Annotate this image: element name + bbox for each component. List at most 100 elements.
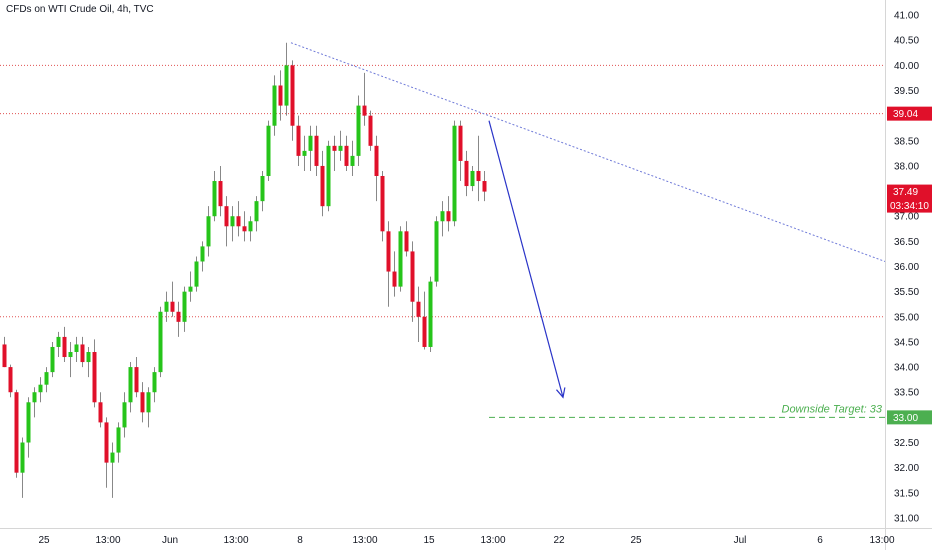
candle[interactable] <box>116 422 121 463</box>
candle-body <box>32 392 37 403</box>
candle[interactable] <box>278 70 283 121</box>
candle[interactable] <box>32 387 37 418</box>
candle[interactable] <box>20 437 25 498</box>
candle[interactable] <box>152 367 157 403</box>
candle[interactable] <box>194 256 199 292</box>
candle[interactable] <box>56 331 61 358</box>
candle[interactable] <box>482 170 487 202</box>
candle[interactable] <box>476 135 481 202</box>
target-price-tag <box>887 410 932 425</box>
x-tick-label: 13:00 <box>95 535 120 546</box>
candle-body <box>440 211 445 222</box>
candle[interactable] <box>110 442 115 498</box>
candle[interactable] <box>326 140 331 212</box>
candle[interactable] <box>260 170 265 212</box>
candle[interactable] <box>218 165 223 217</box>
candle[interactable] <box>8 364 13 398</box>
candle[interactable] <box>248 216 253 242</box>
candle[interactable] <box>350 140 355 176</box>
candle[interactable] <box>428 276 433 352</box>
candle[interactable] <box>68 341 73 378</box>
candle[interactable] <box>272 75 277 136</box>
candle[interactable] <box>14 389 19 478</box>
candle[interactable] <box>170 281 175 317</box>
candle-body <box>482 181 487 192</box>
candle[interactable] <box>332 135 337 171</box>
candle[interactable] <box>38 377 43 403</box>
candle[interactable] <box>242 211 247 242</box>
projection-arrow[interactable] <box>488 120 564 398</box>
candle[interactable] <box>44 367 49 393</box>
candle-body <box>152 372 157 393</box>
resistance-trendline[interactable] <box>290 42 886 262</box>
candle[interactable] <box>254 196 259 232</box>
candle[interactable] <box>212 170 217 222</box>
candle[interactable] <box>446 196 451 232</box>
candle[interactable] <box>140 382 145 423</box>
candle[interactable] <box>302 135 307 171</box>
drawings: Downside Target: 33 <box>290 42 886 418</box>
candle[interactable] <box>362 72 367 126</box>
y-tick-label: 33.50 <box>894 388 919 399</box>
candle[interactable] <box>416 286 421 342</box>
candle-body <box>200 246 205 262</box>
y-tick-label: 38.50 <box>894 136 919 147</box>
candle[interactable] <box>422 291 427 350</box>
candle[interactable] <box>236 201 241 237</box>
candle[interactable] <box>134 357 139 398</box>
candle[interactable] <box>50 341 55 378</box>
candle[interactable] <box>338 130 343 161</box>
candle[interactable] <box>74 336 79 363</box>
candle[interactable] <box>434 216 439 287</box>
candle[interactable] <box>230 206 235 242</box>
candle[interactable] <box>182 286 187 332</box>
candle[interactable] <box>296 115 301 166</box>
candle[interactable] <box>320 150 325 217</box>
candle[interactable] <box>290 60 295 141</box>
candle[interactable] <box>224 196 229 247</box>
candle[interactable] <box>200 241 205 272</box>
candle[interactable] <box>188 271 193 302</box>
candle[interactable] <box>308 125 313 171</box>
candle[interactable] <box>98 392 103 428</box>
candle[interactable] <box>386 221 391 307</box>
candle[interactable] <box>158 306 163 378</box>
candle-body <box>308 135 313 151</box>
candle[interactable] <box>470 165 475 192</box>
candle[interactable] <box>92 339 97 408</box>
candle[interactable] <box>458 120 463 182</box>
candle[interactable] <box>86 346 91 378</box>
candle[interactable] <box>344 135 349 171</box>
candle[interactable] <box>440 201 445 237</box>
target-price-tag-text: 33.00 <box>893 413 918 424</box>
candle[interactable] <box>398 226 403 292</box>
candle-body <box>110 452 115 463</box>
candle[interactable] <box>368 110 373 151</box>
current-price-tag <box>887 184 932 213</box>
candle[interactable] <box>410 241 415 322</box>
candle[interactable] <box>122 392 127 438</box>
candle[interactable] <box>62 326 67 363</box>
candle[interactable] <box>314 125 319 176</box>
candle[interactable] <box>266 120 271 182</box>
candle[interactable] <box>164 291 169 322</box>
candle[interactable] <box>206 206 211 257</box>
candle[interactable] <box>452 120 457 227</box>
candle[interactable] <box>380 170 385 242</box>
candle[interactable] <box>128 362 133 413</box>
x-tick-label: Jul <box>734 535 747 546</box>
candle[interactable] <box>464 150 469 197</box>
candle[interactable] <box>26 397 31 458</box>
candle[interactable] <box>284 42 289 116</box>
candle[interactable] <box>104 417 109 488</box>
candle-body <box>38 384 43 393</box>
candle[interactable] <box>146 387 151 428</box>
candle[interactable] <box>356 95 361 166</box>
candle[interactable] <box>2 336 7 368</box>
candle[interactable] <box>80 336 85 368</box>
candle[interactable] <box>404 221 409 257</box>
candle[interactable] <box>392 251 397 297</box>
candle[interactable] <box>374 135 379 202</box>
candle[interactable] <box>176 301 181 337</box>
